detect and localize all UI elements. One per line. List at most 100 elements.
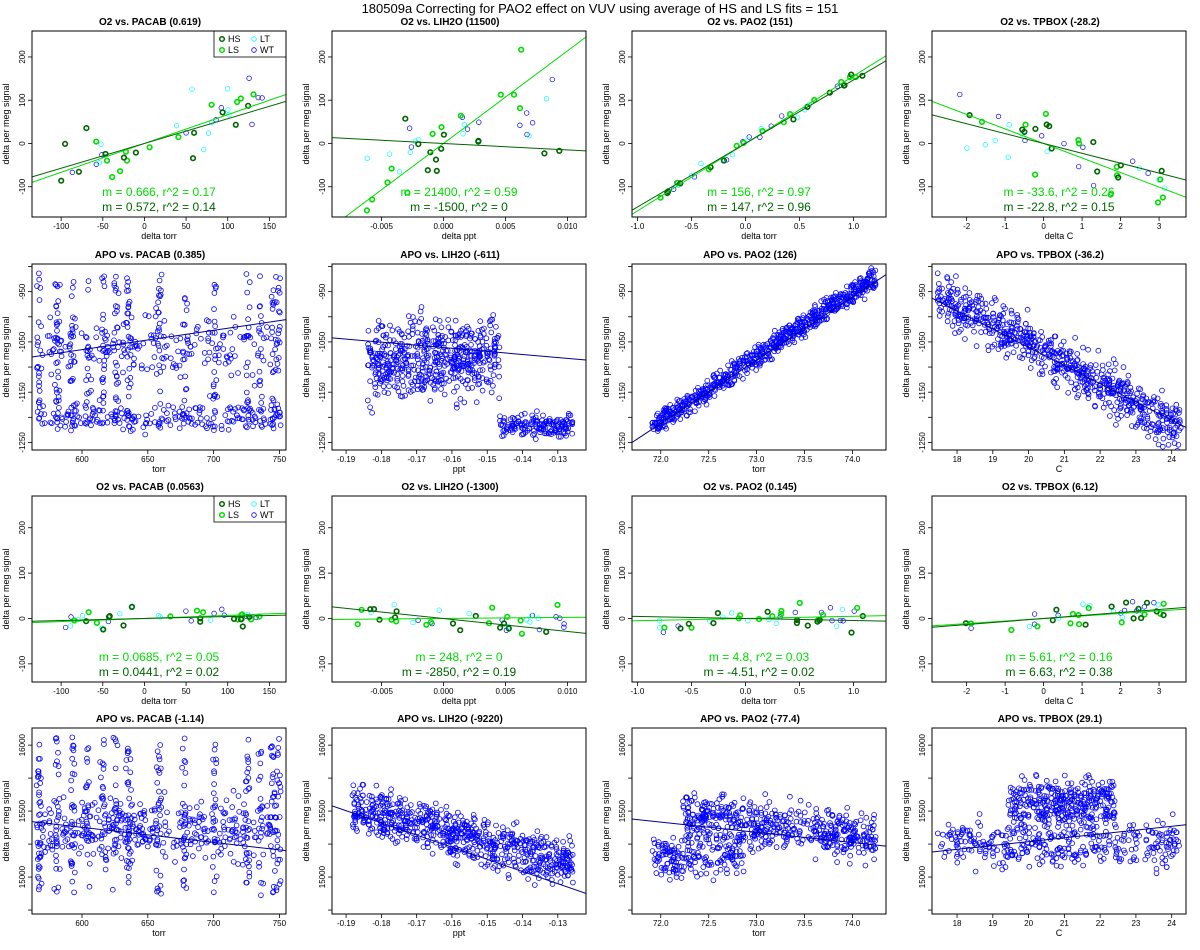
fit-line-hs bbox=[932, 606, 1186, 628]
point bbox=[244, 835, 251, 841]
point bbox=[1020, 347, 1026, 354]
point bbox=[119, 816, 126, 822]
point bbox=[1085, 346, 1091, 353]
chart-title: O2 vs. PAO2 (151) bbox=[707, 17, 793, 28]
point bbox=[272, 346, 278, 353]
point bbox=[240, 861, 246, 868]
point bbox=[811, 314, 818, 320]
point bbox=[1036, 371, 1043, 377]
point bbox=[246, 418, 253, 425]
point bbox=[464, 357, 471, 364]
point bbox=[393, 346, 399, 352]
point bbox=[147, 420, 153, 427]
point bbox=[275, 744, 282, 751]
point-ls bbox=[1022, 121, 1029, 128]
point bbox=[34, 334, 41, 341]
point bbox=[540, 412, 546, 419]
x-tick-label: 0 bbox=[142, 687, 147, 696]
data-layer bbox=[932, 91, 1186, 206]
point bbox=[491, 353, 498, 359]
point bbox=[371, 804, 378, 811]
point bbox=[182, 770, 189, 776]
point bbox=[57, 422, 64, 429]
point bbox=[1074, 384, 1081, 391]
fit-stat-hs: m = -1500, r^2 = 0 bbox=[410, 200, 508, 214]
point bbox=[83, 334, 89, 340]
point bbox=[198, 798, 205, 805]
point bbox=[84, 808, 90, 814]
point bbox=[176, 362, 183, 369]
plot-area: m = 4.8, r^2 = 0.03m = -4.51, r^2 = 0.02… bbox=[618, 495, 887, 696]
point bbox=[417, 308, 424, 315]
point bbox=[1150, 422, 1157, 428]
x-axis-label: delta torr bbox=[141, 696, 177, 706]
point bbox=[496, 395, 503, 402]
point bbox=[544, 868, 550, 875]
point-ls bbox=[1160, 600, 1167, 607]
point bbox=[47, 314, 53, 321]
point bbox=[210, 415, 217, 421]
point bbox=[732, 363, 738, 370]
point bbox=[99, 795, 106, 802]
x-tick-label: 21 bbox=[1060, 455, 1069, 464]
point bbox=[459, 362, 466, 369]
point-lt bbox=[173, 122, 180, 129]
point bbox=[220, 809, 227, 816]
point bbox=[124, 275, 130, 282]
point bbox=[86, 390, 92, 396]
point bbox=[205, 318, 212, 325]
point bbox=[171, 410, 178, 417]
point bbox=[1125, 380, 1131, 386]
point bbox=[230, 859, 237, 865]
point bbox=[402, 796, 408, 803]
point bbox=[358, 806, 365, 813]
point bbox=[121, 347, 127, 353]
point bbox=[501, 427, 508, 434]
fit-stat-ls: m = 5.61, r^2 = 0.16 bbox=[1005, 650, 1112, 664]
point bbox=[110, 850, 117, 857]
y-tick-label: -100 bbox=[618, 655, 627, 672]
point bbox=[953, 291, 960, 297]
point bbox=[153, 842, 160, 848]
point bbox=[120, 369, 126, 376]
point bbox=[420, 829, 427, 836]
point bbox=[1048, 337, 1054, 343]
point bbox=[72, 841, 78, 847]
chart-title: O2 vs. LIH2O (11500) bbox=[400, 17, 500, 28]
point bbox=[471, 357, 478, 364]
point bbox=[945, 295, 952, 301]
point bbox=[35, 771, 42, 777]
point bbox=[180, 878, 187, 884]
point bbox=[128, 815, 135, 821]
point bbox=[203, 839, 210, 846]
point-ls bbox=[1042, 110, 1049, 117]
point-hs bbox=[402, 115, 409, 122]
point bbox=[152, 313, 159, 320]
point bbox=[157, 830, 164, 837]
point bbox=[273, 815, 280, 821]
point bbox=[54, 426, 61, 432]
x-tick-label: 600 bbox=[75, 455, 89, 464]
data-layer bbox=[932, 270, 1186, 450]
point bbox=[59, 844, 66, 850]
point bbox=[99, 420, 105, 427]
point bbox=[393, 361, 400, 367]
point bbox=[844, 283, 850, 290]
x-tick-label: 100 bbox=[221, 222, 235, 231]
point bbox=[222, 360, 229, 367]
point bbox=[257, 303, 263, 309]
point bbox=[180, 420, 187, 427]
point bbox=[741, 357, 747, 364]
point bbox=[459, 344, 466, 351]
y-tick-label: 0 bbox=[18, 616, 27, 621]
point bbox=[379, 801, 385, 807]
point-wt bbox=[549, 76, 555, 83]
point bbox=[211, 392, 217, 399]
point-hs bbox=[1130, 615, 1137, 622]
point bbox=[183, 307, 190, 313]
point bbox=[407, 389, 414, 395]
point bbox=[1141, 425, 1147, 431]
y-tick-label: 0 bbox=[918, 616, 927, 621]
point-ls bbox=[457, 112, 464, 119]
point bbox=[212, 409, 219, 416]
